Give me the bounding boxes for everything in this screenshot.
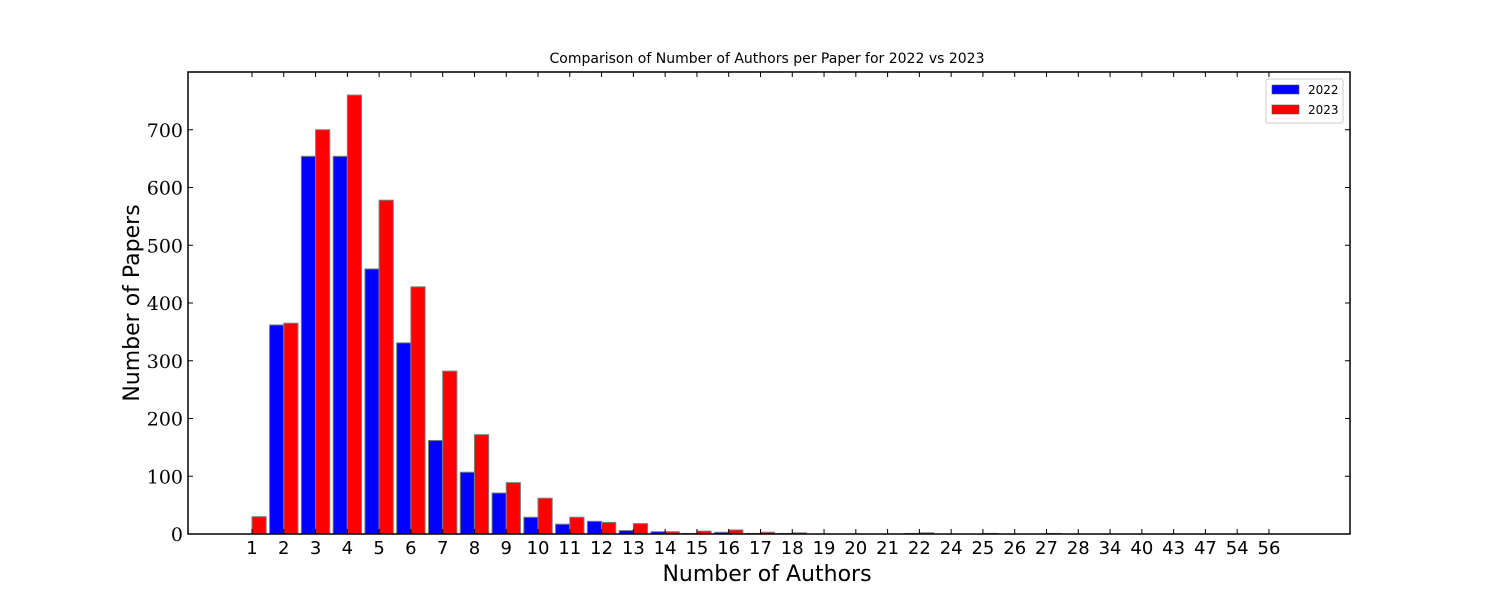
bar-2022-10 (523, 516, 539, 535)
x-tick-label-20: 20 (844, 538, 867, 559)
x-tick-label-21: 21 (876, 538, 899, 559)
y-tick-label-500: 500 (147, 235, 183, 257)
y-tick-label-300: 300 (147, 351, 183, 373)
x-tick-label-8: 8 (469, 538, 480, 559)
x-tick-label-18: 18 (781, 538, 804, 559)
plot-frame (187, 71, 1351, 535)
chart-title: Comparison of Number of Authors per Pape… (550, 51, 985, 67)
x-tick-label-16: 16 (717, 538, 740, 559)
x-tick-label-1: 1 (246, 538, 257, 559)
x-tick-label-4: 4 (342, 538, 353, 559)
y-tick-label-400: 400 (147, 293, 183, 315)
bar-2022-3 (300, 155, 317, 535)
bar-2023-13 (632, 523, 649, 535)
bar-2023-3 (315, 129, 331, 535)
bar-2022-2 (269, 324, 285, 535)
x-tick-label-6: 6 (405, 538, 416, 559)
bar-2022-11 (555, 523, 571, 535)
bar-2023-4 (346, 94, 363, 535)
bar-2023-5 (378, 199, 394, 535)
bar-2022-6 (396, 342, 412, 535)
bar-2023-12 (601, 521, 617, 535)
x-tick-label-5: 5 (373, 538, 384, 559)
bar-2023-7 (442, 370, 458, 535)
x-tick-label-11: 11 (558, 538, 581, 559)
x-tick-label-7: 7 (437, 538, 448, 559)
x-tick-label-14: 14 (654, 538, 677, 559)
x-tick-label-13: 13 (622, 538, 645, 559)
y-tick-label-600: 600 (147, 178, 183, 200)
x-tick-label-28: 28 (1067, 538, 1090, 559)
bar-2023-8 (473, 434, 490, 535)
y-tick-label-200: 200 (147, 409, 183, 431)
x-tick-label-12: 12 (590, 538, 613, 559)
x-axis-label: Number of Authors (662, 562, 871, 587)
bars-layer (251, 94, 1062, 535)
y-axis-label: Number of Papers (120, 204, 145, 401)
bar-2022-5 (364, 268, 380, 535)
x-tick-label-9: 9 (501, 538, 512, 559)
x-tick-label-10: 10 (527, 538, 550, 559)
x-tick-label-40: 40 (1130, 538, 1153, 559)
bar-2023-11 (569, 516, 585, 535)
bar-2023-10 (537, 497, 553, 535)
legend-swatch-2023 (1271, 104, 1300, 115)
x-tick-label-56: 56 (1258, 538, 1281, 559)
ticks-layer: 1 2 3 4 5 6 7 8 9 10 11 12 13 14 15 16 17 18 19 20 21 22 24 25 2… (147, 72, 1350, 559)
x-tick-label-3: 3 (310, 538, 321, 559)
bar-2022-4 (332, 155, 348, 535)
bar-2022-9 (491, 492, 507, 535)
x-tick-label-34: 34 (1099, 538, 1122, 559)
bar-2022-7 (427, 439, 444, 535)
bar-2022-8 (459, 471, 475, 535)
x-tick-label-2: 2 (278, 538, 289, 559)
x-tick-label-43: 43 (1162, 538, 1185, 559)
x-tick-label-27: 27 (1035, 538, 1058, 559)
x-tick-label-17: 17 (749, 538, 772, 559)
x-tick-label-54: 54 (1226, 538, 1249, 559)
x-tick-label-47: 47 (1194, 538, 1217, 559)
y-tick-label-700: 700 (147, 120, 183, 142)
y-tick-label-100: 100 (147, 466, 183, 488)
bar-2023-1 (251, 516, 267, 535)
bar-2023-2 (283, 322, 299, 535)
legend-label-2023: 2023 (1308, 103, 1339, 117)
legend-swatch-2022 (1271, 84, 1300, 95)
legend-label-2022: 2022 (1308, 83, 1339, 97)
x-tick-label-26: 26 (1003, 538, 1026, 559)
x-tick-label-25: 25 (971, 538, 994, 559)
legend: 2022 2023 (1265, 78, 1344, 124)
y-tick-label-0: 0 (171, 524, 183, 546)
bar-2023-6 (410, 286, 426, 535)
x-tick-label-15: 15 (685, 538, 708, 559)
bar-2022-12 (586, 520, 603, 535)
bar-2023-9 (505, 482, 521, 535)
x-tick-label-19: 19 (813, 538, 836, 559)
x-tick-label-22: 22 (908, 538, 931, 559)
x-tick-label-24: 24 (940, 538, 963, 559)
